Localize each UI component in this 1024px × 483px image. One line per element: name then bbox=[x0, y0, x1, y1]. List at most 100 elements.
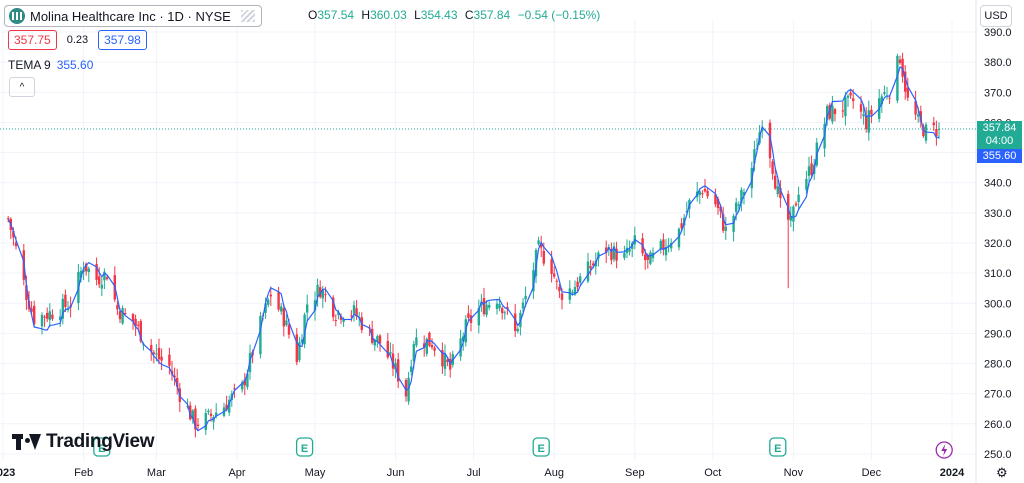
candle-body bbox=[7, 218, 10, 220]
candle-body bbox=[550, 259, 553, 274]
candle-body bbox=[321, 289, 324, 299]
candle-body bbox=[904, 71, 907, 92]
bid-button[interactable]: 357.75 bbox=[8, 30, 57, 50]
candle-body bbox=[579, 276, 582, 283]
indicator-value: 355.60 bbox=[56, 58, 94, 72]
candle-body bbox=[85, 263, 88, 272]
time-tick-label: Mar bbox=[147, 467, 166, 479]
candle-body bbox=[776, 186, 779, 194]
open-value: 357.54 bbox=[317, 8, 355, 22]
candle-body bbox=[644, 254, 647, 261]
flag-icon[interactable] bbox=[240, 10, 255, 22]
candle-body bbox=[233, 388, 236, 390]
candle-body bbox=[828, 104, 831, 119]
candle-body bbox=[397, 359, 400, 382]
time-axis: 2023 Feb Mar Apr May Jun Jul Aug Sep Oct Nov Dec 202… bbox=[0, 467, 965, 479]
candle-body bbox=[134, 318, 137, 327]
tema-price-tag: 355.60 bbox=[977, 148, 1022, 163]
candle-body bbox=[794, 203, 798, 206]
candle-body bbox=[300, 339, 304, 343]
candle-body bbox=[433, 347, 436, 351]
candle-body bbox=[537, 240, 540, 245]
symbol-title[interactable]: Molina Healthcare Inc · 1D · NYSE bbox=[4, 5, 262, 27]
candle-body bbox=[833, 109, 837, 115]
candle-body bbox=[66, 308, 70, 311]
candle-body bbox=[532, 270, 535, 292]
candle-body bbox=[280, 306, 283, 312]
earnings-e-icon-glyph: E bbox=[774, 443, 781, 455]
candle-body bbox=[586, 261, 590, 282]
candle-body bbox=[807, 166, 811, 176]
candle-body bbox=[152, 352, 155, 354]
candle-body bbox=[714, 194, 717, 205]
price-tick-label: 290.0 bbox=[984, 328, 1012, 340]
candle-body bbox=[849, 92, 852, 96]
candle-body bbox=[560, 293, 564, 300]
candle-body bbox=[207, 410, 210, 413]
candle-body bbox=[350, 315, 353, 317]
indicator-legend[interactable]: TEMA 9 355.60 bbox=[8, 58, 93, 72]
collapse-legend-button[interactable]: ^ bbox=[9, 77, 35, 97]
candle-body bbox=[176, 378, 179, 387]
candle-body bbox=[592, 263, 595, 266]
ask-button[interactable]: 357.98 bbox=[98, 30, 147, 50]
candle-body bbox=[334, 320, 337, 322]
candle-body bbox=[722, 214, 725, 231]
candle-body bbox=[540, 243, 543, 248]
candle-body bbox=[168, 354, 171, 366]
candle-body bbox=[386, 341, 389, 358]
candle-body bbox=[428, 332, 431, 346]
candle-body bbox=[48, 311, 51, 320]
candle-body bbox=[425, 338, 428, 354]
earnings-e-icon[interactable] bbox=[295, 437, 314, 457]
bar-countdown: 04:00 bbox=[985, 134, 1014, 147]
earnings-e-icon-glyph: E bbox=[301, 443, 308, 455]
candle-body bbox=[589, 266, 592, 269]
candle-body bbox=[735, 202, 738, 213]
candle-body bbox=[514, 313, 517, 331]
candle-body bbox=[337, 311, 340, 315]
candle-body bbox=[646, 254, 649, 260]
candle-body bbox=[46, 312, 49, 319]
candle-body bbox=[332, 297, 335, 318]
candle-body bbox=[922, 126, 925, 137]
candle-body bbox=[352, 305, 356, 314]
earnings-e-icon[interactable] bbox=[93, 437, 111, 457]
candle-body bbox=[191, 410, 194, 420]
candle-body bbox=[267, 299, 270, 305]
candle-body bbox=[98, 276, 101, 285]
candle-body bbox=[467, 313, 470, 318]
candle-body bbox=[771, 161, 774, 174]
price-tick-label: 380.0 bbox=[984, 57, 1012, 69]
candle-body bbox=[716, 198, 720, 208]
candle-body bbox=[157, 347, 161, 360]
candle-body bbox=[740, 189, 743, 204]
candle-body bbox=[303, 314, 306, 345]
gear-icon[interactable]: ⚙ bbox=[996, 465, 1008, 480]
candle-body bbox=[701, 193, 704, 195]
candle-body bbox=[241, 382, 244, 390]
candle-body bbox=[932, 122, 935, 126]
price-tick-label: 310.0 bbox=[984, 268, 1012, 280]
candle-body bbox=[495, 303, 499, 309]
candle-body bbox=[753, 149, 756, 164]
candle-body bbox=[264, 303, 267, 313]
candle-body bbox=[61, 298, 64, 319]
earnings-e-icon[interactable] bbox=[532, 437, 550, 457]
candle-body bbox=[774, 175, 777, 189]
time-tick-label: Apr bbox=[228, 467, 245, 479]
earnings-e-icon[interactable] bbox=[769, 437, 787, 457]
candle-body bbox=[160, 356, 163, 361]
symbol-title-text: Molina Healthcare Inc · 1D · NYSE bbox=[30, 8, 231, 24]
candle-body bbox=[573, 287, 577, 295]
candle-body bbox=[664, 246, 668, 256]
candle-body bbox=[662, 239, 665, 250]
currency-button[interactable]: USD bbox=[980, 5, 1012, 27]
bid-ask: 357.75 0.23 357.98 bbox=[8, 30, 147, 50]
tradingview-logo[interactable]: TradingView bbox=[12, 431, 155, 453]
candle-body bbox=[768, 122, 772, 159]
time-tick-label: Feb bbox=[74, 467, 93, 479]
candle-body bbox=[150, 345, 153, 352]
